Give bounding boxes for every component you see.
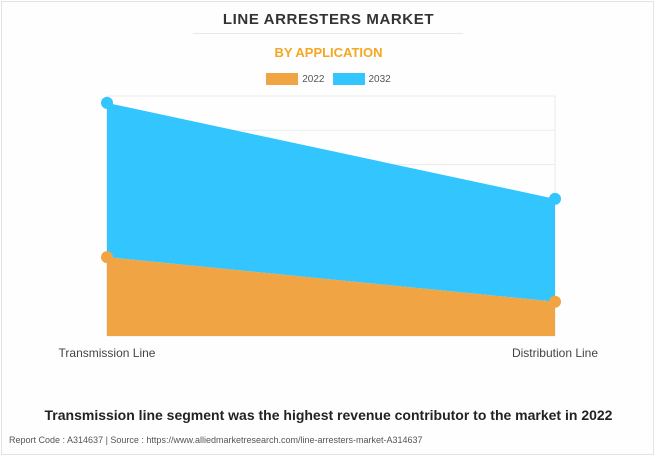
chart-subtitle: BY APPLICATION	[274, 45, 383, 60]
legend: 2022 2032	[0, 73, 657, 85]
point-2032-distribution-line	[549, 192, 561, 205]
point-2022-distribution-line	[549, 295, 561, 308]
chart-title: LINE ARRESTERS MARKET	[222, 11, 435, 28]
point-2022-transmission-line	[101, 251, 113, 264]
legend-item-2022[interactable]: 2022	[266, 73, 325, 85]
x-tick-label: Transmission Line	[59, 346, 156, 360]
legend-label-2022: 2022	[302, 73, 325, 85]
point-2032-transmission-line	[101, 96, 113, 109]
x-tick-label: Distribution Line	[512, 346, 598, 360]
area-2022	[107, 257, 555, 336]
headline-note: Transmission line segment was the highes…	[44, 407, 613, 423]
legend-label-2032: 2032	[368, 73, 391, 85]
legend-item-2032[interactable]: 2032	[332, 73, 391, 85]
legend-swatch-2032	[332, 73, 365, 85]
area-2032	[107, 102, 555, 302]
title-divider	[193, 33, 463, 34]
source-line: Report Code : A314637 | Source : https:/…	[9, 435, 423, 445]
legend-swatch-2022	[266, 73, 299, 85]
